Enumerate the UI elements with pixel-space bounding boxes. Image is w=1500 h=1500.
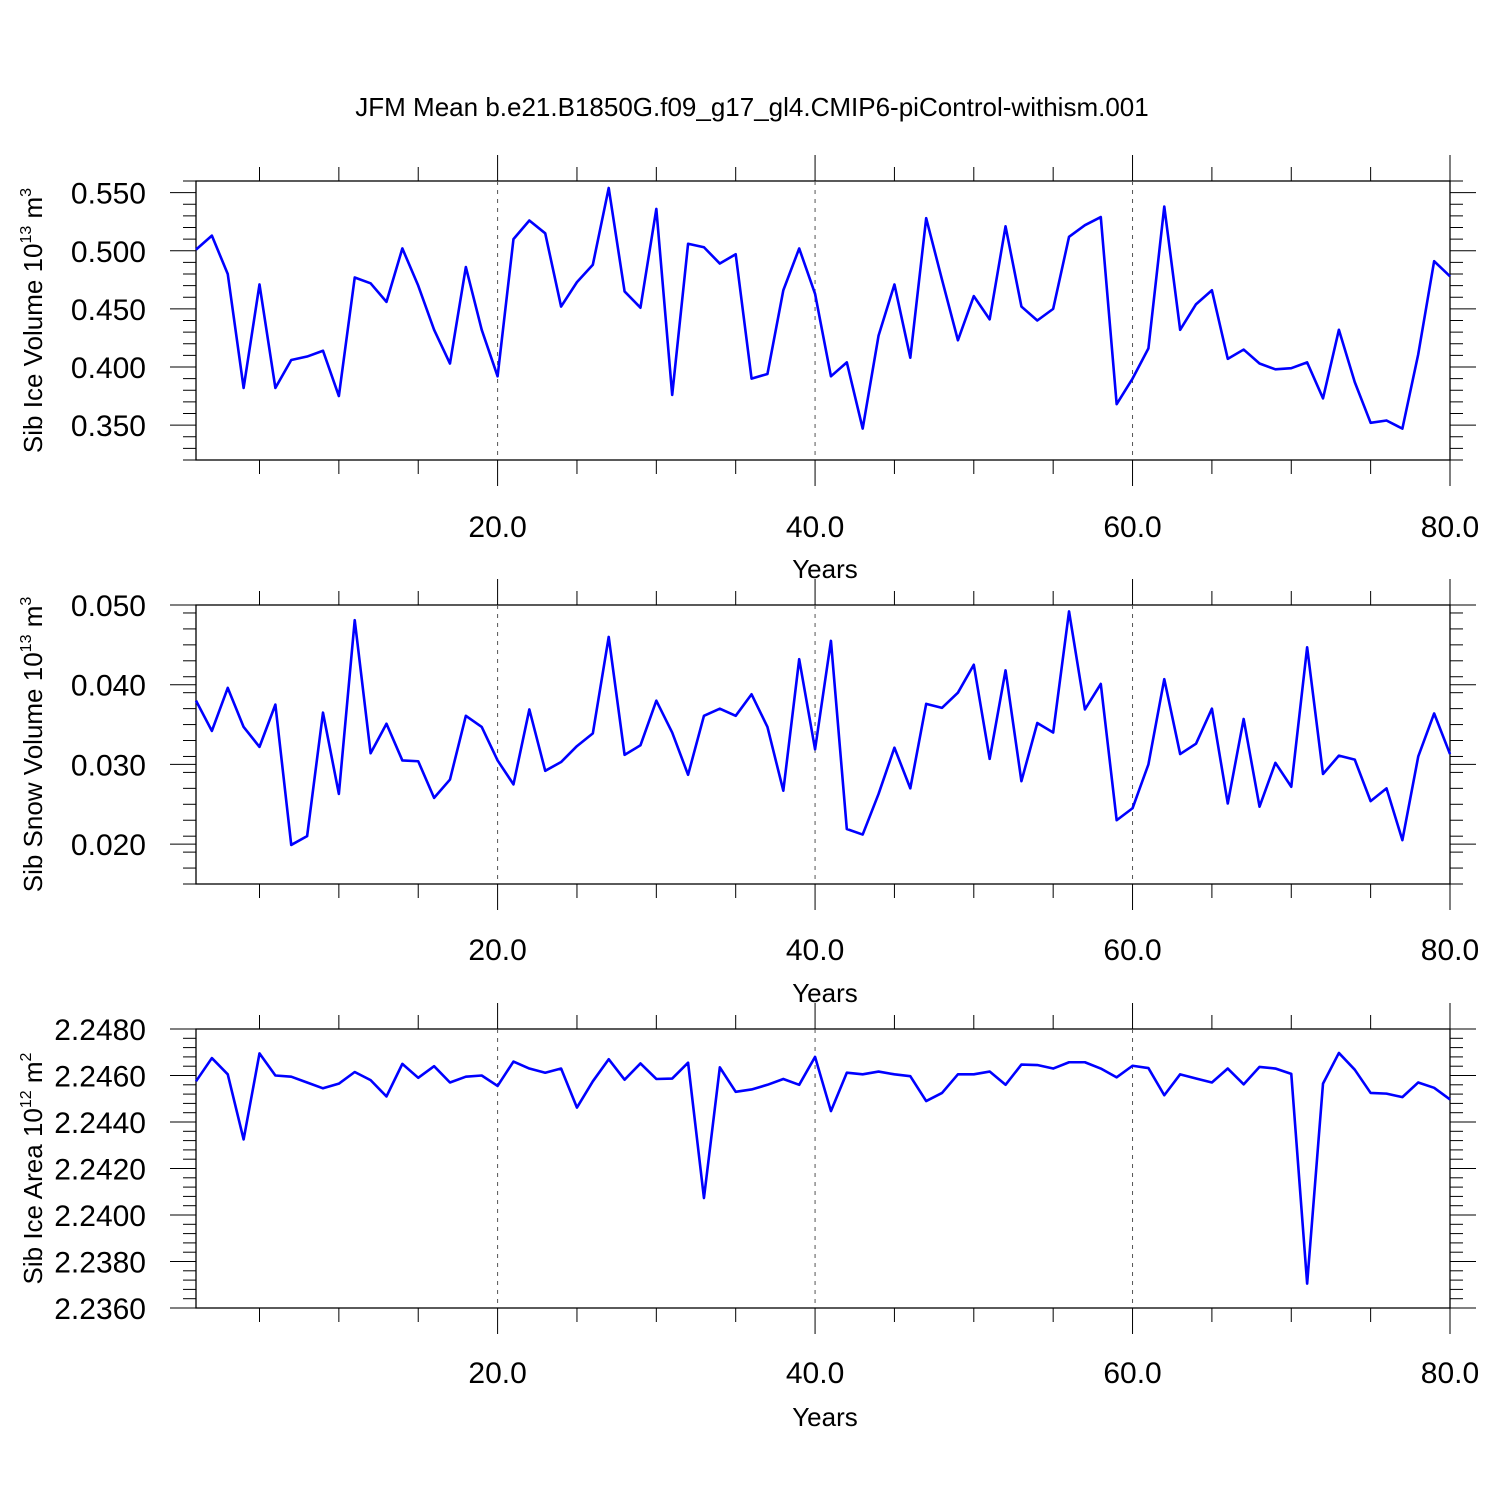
y-tick-label: 2.2420 xyxy=(54,1154,146,1187)
y-tick-label: 2.2480 xyxy=(54,1014,146,1047)
y-axis-title: Sib Ice Area 1012 m2 xyxy=(18,1052,48,1284)
series-line xyxy=(195,186,1451,430)
plot-frame xyxy=(195,604,1451,885)
x-axis-title: Years xyxy=(792,978,858,1008)
x-tick-label: 20.0 xyxy=(468,1357,526,1390)
x-tick-label: 80.0 xyxy=(1421,1357,1479,1390)
y-axis-title: Sib Snow Volume 1013 m3 xyxy=(18,597,48,893)
x-tick-label: 60.0 xyxy=(1103,511,1161,544)
figure-title: JFM Mean b.e21.B1850G.f09_g17_gl4.CMIP6-… xyxy=(355,92,1148,122)
x-tick-label: 20.0 xyxy=(468,511,526,544)
y-tick-label: 2.2460 xyxy=(54,1061,146,1094)
y-tick-label: 0.030 xyxy=(71,749,146,782)
y-tick-label: 0.550 xyxy=(71,178,146,211)
y-tick-label: 0.450 xyxy=(71,294,146,327)
panel-1: 20.0 40.0 60.0 80.0 Years 0.350 0.400 0.450 0.50… xyxy=(18,155,1479,584)
x-tick-label: 40.0 xyxy=(786,934,844,967)
panels: 20.0 40.0 60.0 80.0 Years 0.350 0.400 0.450 0.50… xyxy=(18,155,1479,1432)
y-tick-label: 0.050 xyxy=(71,590,146,623)
plot-frame xyxy=(195,180,1451,461)
panel-2: 20.0 40.0 60.0 80.0 Years 0.020 0.030 0.040 0.05… xyxy=(18,579,1479,1008)
y-tick-label: 2.2380 xyxy=(54,1247,146,1280)
y-tick-label: 0.500 xyxy=(71,236,146,269)
x-tick-label: 40.0 xyxy=(786,511,844,544)
y-tick-label: 0.020 xyxy=(71,829,146,862)
y-axis-title: Sib Ice Volume 1013 m3 xyxy=(18,188,48,453)
series-line xyxy=(194,1051,1451,1285)
x-tick-label: 60.0 xyxy=(1103,1357,1161,1390)
x-axis-title: Years xyxy=(792,1402,858,1432)
y-tick-label: 2.2440 xyxy=(54,1107,146,1140)
x-tick-label: 80.0 xyxy=(1421,934,1479,967)
x-axis-title: Years xyxy=(792,554,858,584)
y-tick-label: 0.350 xyxy=(71,410,146,443)
y-tick-label: 2.2400 xyxy=(54,1200,146,1233)
x-tick-label: 20.0 xyxy=(468,934,526,967)
y-tick-label: 0.040 xyxy=(71,670,146,703)
panel-3: 20.0 40.0 60.0 80.0 Years 2.2360 2.2380 2.2400 2… xyxy=(18,1003,1479,1432)
series-line xyxy=(194,610,1452,847)
x-tick-label: 40.0 xyxy=(786,1357,844,1390)
y-tick-label: 2.2360 xyxy=(54,1293,146,1326)
x-tick-label: 80.0 xyxy=(1421,511,1479,544)
plot-frame xyxy=(195,1028,1451,1309)
y-tick-label: 0.400 xyxy=(71,352,146,385)
x-tick-label: 60.0 xyxy=(1103,934,1161,967)
